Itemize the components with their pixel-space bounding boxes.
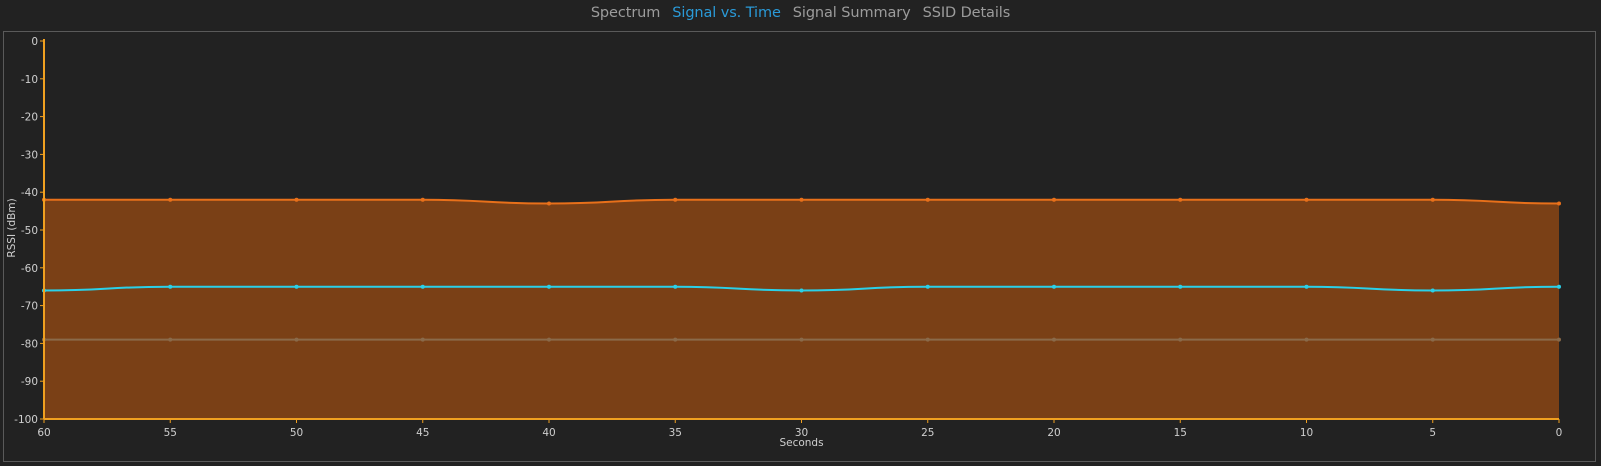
series-2-point-4: [420, 284, 425, 289]
series-2-point-11: [1304, 284, 1309, 289]
x-tick-label-3: 50: [290, 427, 303, 439]
series-2-point-7: [799, 288, 804, 293]
x-tick-label-5: 40: [542, 427, 555, 439]
series-1-point-8: [925, 197, 930, 202]
tab-spectrum[interactable]: Spectrum: [590, 5, 661, 21]
view-tabs: Spectrum Signal vs. Time Signal Summary …: [0, 0, 1601, 26]
series-2-point-9: [1052, 284, 1056, 289]
x-tick-label-7: 30: [795, 427, 808, 439]
tab-ssid-details[interactable]: SSID Details: [922, 5, 1011, 21]
y-tick-label-9: -80: [21, 338, 38, 350]
series-1-point-3: [294, 197, 299, 202]
y-tick-label-5: -40: [21, 187, 38, 199]
series-3-point-7: [799, 337, 804, 342]
x-tick-label-2: 55: [164, 427, 177, 439]
y-tick-label-10: -90: [21, 376, 38, 388]
series-2-point-13: [1557, 284, 1561, 289]
y-tick-label-6: -50: [21, 225, 38, 237]
series-3-point-13: [1557, 337, 1561, 342]
series-2-point-6: [673, 284, 678, 289]
series-2-point-8: [925, 284, 930, 289]
series-2-point-12: [1430, 288, 1435, 293]
series-1-point-6: [673, 197, 678, 202]
chart-panel: 0 -10 -20 -30 -40 -50 -60 -70 -80 -90 -100 60 55 50 45…: [3, 31, 1596, 462]
x-tick-label-10: 15: [1174, 427, 1187, 439]
series-3-point-10: [1178, 337, 1183, 342]
series-1-area: [44, 199, 1559, 419]
x-axis-title: Seconds: [779, 437, 823, 449]
series-1-point-2: [168, 197, 173, 202]
x-tick-label-9: 20: [1047, 427, 1060, 439]
x-tick-label-6: 35: [669, 427, 682, 439]
x-tick-label-8: 25: [921, 427, 934, 439]
series-2-point-2: [168, 284, 173, 289]
y-axis-title: RSSI (dBm): [6, 198, 18, 257]
series-2-point-3: [294, 284, 299, 289]
tab-signal-summary[interactable]: Signal Summary: [792, 5, 911, 21]
series-2-point-10: [1178, 284, 1183, 289]
series-3-point-6: [673, 337, 678, 342]
x-tick-label-1: 60: [37, 427, 50, 439]
series-3-point-8: [925, 337, 930, 342]
series-1-point-12: [1430, 197, 1435, 202]
series-3-point-3: [294, 337, 299, 342]
tab-signal-vs-time[interactable]: Signal vs. Time: [672, 5, 781, 21]
x-tick-label-11: 10: [1300, 427, 1313, 439]
y-tick-label-1: 0: [31, 36, 38, 48]
series-1-point-13: [1557, 201, 1561, 206]
y-tick-label-4: -30: [21, 149, 38, 161]
series-1-point-9: [1052, 197, 1056, 202]
series-3-point-9: [1052, 337, 1056, 342]
series-1-point-7: [799, 197, 804, 202]
series-3-point-12: [1430, 337, 1435, 342]
series-3-point-2: [168, 337, 173, 342]
series-2-point-5: [547, 284, 551, 289]
x-tick-label-4: 45: [416, 427, 429, 439]
y-tick-label-7: -60: [21, 263, 38, 275]
series-1-point-11: [1304, 197, 1309, 202]
series-3-point-11: [1304, 337, 1309, 342]
y-tick-label-8: -70: [21, 301, 38, 313]
y-tick-label-2: -10: [21, 74, 38, 86]
y-tick-label-11: -100: [14, 414, 38, 426]
series-3-point-5: [547, 337, 551, 342]
series-1-point-4: [420, 197, 425, 202]
series-1-point-5: [547, 201, 551, 206]
y-tick-label-3: -20: [21, 112, 38, 124]
x-tick-label-12: 5: [1429, 427, 1436, 439]
x-tick-label-13: 0: [1556, 427, 1563, 439]
series-3-point-4: [420, 337, 425, 342]
series-1-point-10: [1178, 197, 1183, 202]
